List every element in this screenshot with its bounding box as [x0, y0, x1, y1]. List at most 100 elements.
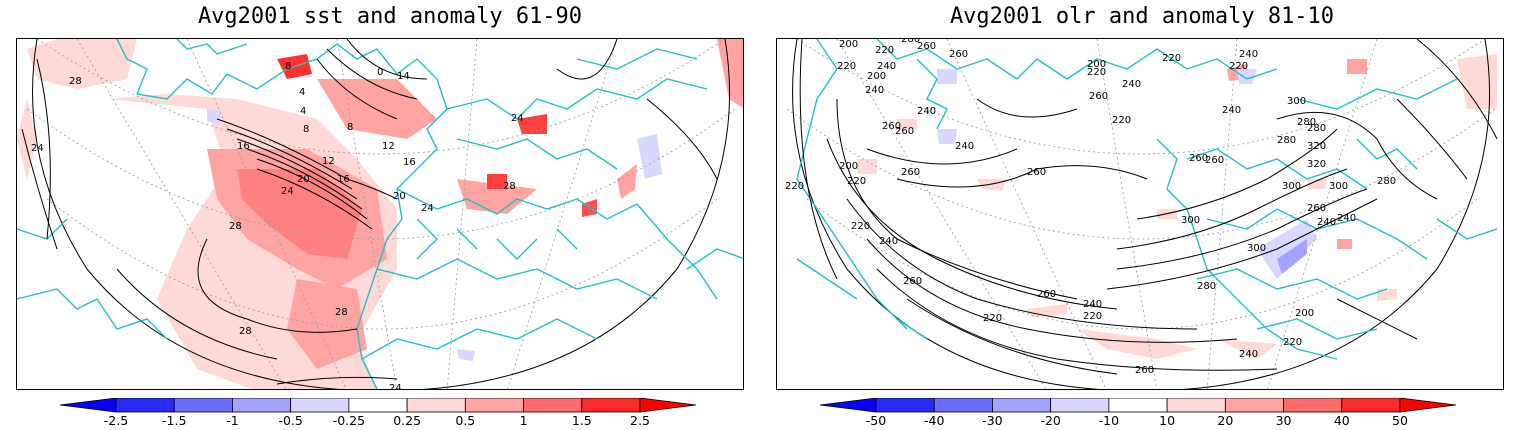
sst-contours [21, 39, 718, 385]
contour-label: 4 [299, 87, 305, 98]
contour-label: 28 [335, 307, 348, 318]
sst-colorbar-scale: -2.5 -1.5 -1 -0.5 -0.25 0.25 0.5 1 1.5 2.5 [59, 398, 697, 428]
olr-colorbar-swatch [1224, 398, 1284, 413]
contour-label: 280 [1197, 281, 1216, 292]
contour-label: 260 [917, 41, 936, 52]
sst-colorbar-swatch [232, 398, 292, 413]
olr-anomaly-map: 200 220 260 260 280 220 240 200 240 200 … [776, 38, 1504, 390]
sst-colorbar-swatch [290, 398, 350, 413]
contour-label: 240 [917, 106, 936, 117]
olr-anomaly-shading [857, 54, 1497, 359]
contour-label: 280 [1297, 117, 1316, 128]
contour-label: 240 [1317, 217, 1336, 228]
contour-label: 240 [955, 141, 974, 152]
sst-colorbar-swatch [523, 398, 583, 413]
contour-label: 240 [1337, 213, 1356, 224]
olr-colorbar-tick-label: -50 [866, 413, 886, 428]
contour-label: 280 [1277, 135, 1296, 146]
olr-colorbar-swatch [1166, 398, 1226, 413]
olr-colorbar-tick-label: -10 [1099, 413, 1119, 428]
contour-label: 200 [839, 39, 858, 50]
contour-label: 4 [300, 106, 306, 117]
contour-label: 28 [239, 326, 252, 337]
sst-colorbar-high-arrow [639, 398, 697, 413]
contour-label: 12 [382, 141, 395, 152]
contour-label: 220 [847, 176, 866, 187]
contour-label: 24 [31, 143, 44, 154]
sst-colorbar-tick-label: 1 [520, 413, 528, 428]
contour-label: 240 [865, 85, 884, 96]
contour-label: 220 [1087, 67, 1106, 78]
sst-colorbar-tick-label: -1 [226, 413, 238, 428]
olr-contour-labels: 200 220 260 260 280 220 240 200 240 200 … [785, 39, 1396, 376]
contour-label: 260 [903, 276, 922, 287]
contour-label: 280 [901, 39, 920, 45]
sst-anomaly-shading [17, 39, 743, 389]
olr-colorbar-swatch [992, 398, 1052, 413]
olr-colorbar-swatch [1341, 398, 1401, 413]
contour-label: 200 [1087, 59, 1106, 70]
contour-label: 240 [879, 236, 898, 247]
contour-label: 16 [337, 174, 350, 185]
olr-colorbar: -50 -40 -30 -20 -10 10 20 30 40 50 [818, 398, 1468, 428]
contour-label: 300 [1329, 181, 1348, 192]
left-panel-title: Avg2001 sst and anomaly 61-90 [197, 4, 583, 29]
contour-label: 200 [1295, 308, 1314, 319]
contour-label: 260 [1037, 289, 1056, 300]
olr-colorbar-swatch [933, 398, 993, 413]
sst-colorbar-tick-label: 1.5 [572, 413, 592, 428]
contour-label: 300 [1282, 181, 1301, 192]
olr-colorbar-tick-label: 10 [1159, 413, 1175, 428]
contour-label: 260 [1135, 365, 1154, 376]
olr-colorbar-scale: -50 -40 -30 -20 -10 10 20 30 40 50 [819, 398, 1457, 428]
sst-colorbar-swatch [115, 398, 175, 413]
contour-label: 28 [229, 221, 242, 232]
right-panel-title: Avg2001 olr and anomaly 81-10 [949, 4, 1335, 29]
contour-label: 240 [1239, 49, 1258, 60]
sst-graticule [26, 39, 736, 389]
sst-colorbar: -2.5 -1.5 -1 -0.5 -0.25 0.25 0.5 1 1.5 2.5 [58, 398, 708, 428]
contour-label: 20 [393, 191, 406, 202]
contour-label: 200 [839, 161, 858, 172]
contour-label: 24 [421, 203, 434, 214]
contour-label: 220 [837, 61, 856, 72]
contour-label: 300 [1287, 96, 1306, 107]
sst-colorbar-tick-label: -1.5 [162, 413, 186, 428]
contour-label: 260 [1027, 167, 1046, 178]
olr-colorbar-low-arrow [819, 398, 877, 413]
contour-label: 220 [875, 45, 894, 56]
sst-colorbar-tick-label: -0.5 [278, 413, 302, 428]
sst-contour-labels: 8 4 0 14 4 8 8 12 16 12 20 24 16 16 20 2… [31, 61, 524, 389]
contour-label: 8 [285, 61, 291, 72]
contour-label: 280 [1307, 123, 1326, 134]
contour-label: 260 [1205, 155, 1224, 166]
olr-colorbar-tick-label: -40 [924, 413, 944, 428]
contour-label: 260 [1089, 91, 1108, 102]
olr-colorbar-tick-label: 20 [1217, 413, 1233, 428]
contour-label: 24 [511, 113, 524, 124]
sst-colorbar-tick-label: 2.5 [630, 413, 650, 428]
sst-map-canvas: 8 4 0 14 4 8 8 12 16 12 20 24 16 16 20 2… [17, 39, 743, 389]
sst-anomaly-map: 8 4 0 14 4 8 8 12 16 12 20 24 16 16 20 2… [16, 38, 744, 390]
contour-label: 28 [69, 76, 82, 87]
contour-label: 260 [1189, 153, 1208, 164]
contour-label: 320 [1307, 141, 1326, 152]
contour-label: 260 [882, 121, 901, 132]
contour-label: 260 [949, 49, 968, 60]
olr-colorbar-tick-label: 30 [1276, 413, 1292, 428]
olr-map-canvas: 200 220 260 260 280 220 240 200 240 200 … [785, 39, 1498, 389]
sst-colorbar-swatch [581, 398, 641, 413]
olr-colorbar-tick-label: 40 [1334, 413, 1350, 428]
contour-label: 8 [303, 124, 309, 135]
contour-label: 300 [1181, 215, 1200, 226]
contour-label: 220 [1083, 311, 1102, 322]
contour-label: 260 [901, 167, 920, 178]
olr-colorbar-tick-label: 50 [1392, 413, 1408, 428]
sst-colorbar-swatch [173, 398, 233, 413]
contour-label: 240 [877, 61, 896, 72]
sst-colorbar-tick-label: -0.25 [333, 413, 365, 428]
contour-label: 240 [1083, 299, 1102, 310]
contour-label: 220 [851, 221, 870, 232]
sst-colorbar-low-arrow [59, 398, 117, 413]
sst-colorbar-swatch [348, 398, 408, 413]
